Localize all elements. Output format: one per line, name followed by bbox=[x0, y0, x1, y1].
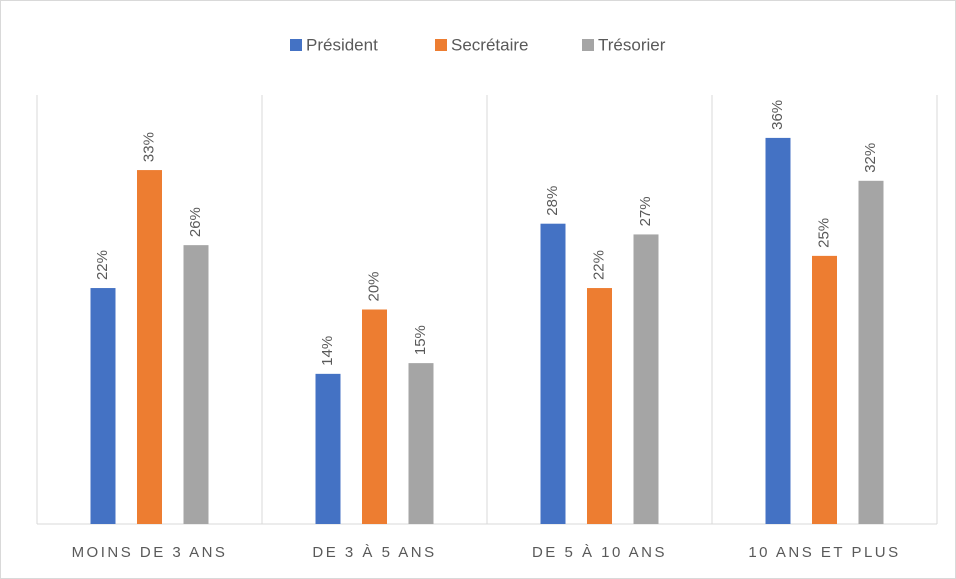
bar bbox=[408, 363, 434, 524]
bar bbox=[90, 288, 116, 524]
legend-swatch bbox=[582, 39, 594, 51]
data-label: 14% bbox=[319, 336, 336, 366]
legend-label: Trésorier bbox=[598, 35, 666, 54]
data-label: 25% bbox=[815, 218, 832, 248]
data-label: 28% bbox=[544, 186, 561, 216]
legend-swatch bbox=[435, 39, 447, 51]
data-label: 15% bbox=[412, 325, 429, 355]
bar bbox=[315, 373, 341, 524]
bar bbox=[362, 309, 387, 524]
bar bbox=[137, 170, 162, 524]
data-label: 32% bbox=[862, 143, 879, 173]
data-label: 36% bbox=[769, 100, 786, 130]
legend-label: Président bbox=[306, 35, 378, 54]
data-label: 22% bbox=[590, 250, 607, 280]
data-label: 27% bbox=[637, 196, 654, 226]
bar bbox=[812, 255, 837, 524]
legend-label: Secrétaire bbox=[451, 35, 528, 54]
legend-swatch bbox=[290, 39, 302, 51]
data-label: 22% bbox=[94, 250, 111, 280]
x-tick-label: 10 ANS ET PLUS bbox=[748, 544, 900, 561]
bar bbox=[540, 223, 566, 524]
bar bbox=[587, 288, 612, 524]
bar bbox=[858, 180, 884, 525]
bar bbox=[633, 234, 659, 525]
bar bbox=[183, 245, 209, 524]
bar bbox=[765, 137, 791, 524]
x-tick-label: MOINS DE 3 ANS bbox=[72, 544, 228, 561]
data-label: 26% bbox=[187, 207, 204, 237]
x-tick-label: DE 5 À 10 ANS bbox=[532, 544, 667, 561]
data-label: 33% bbox=[140, 132, 157, 162]
x-tick-label: DE 3 À 5 ANS bbox=[312, 544, 436, 561]
data-label: 20% bbox=[365, 271, 382, 301]
